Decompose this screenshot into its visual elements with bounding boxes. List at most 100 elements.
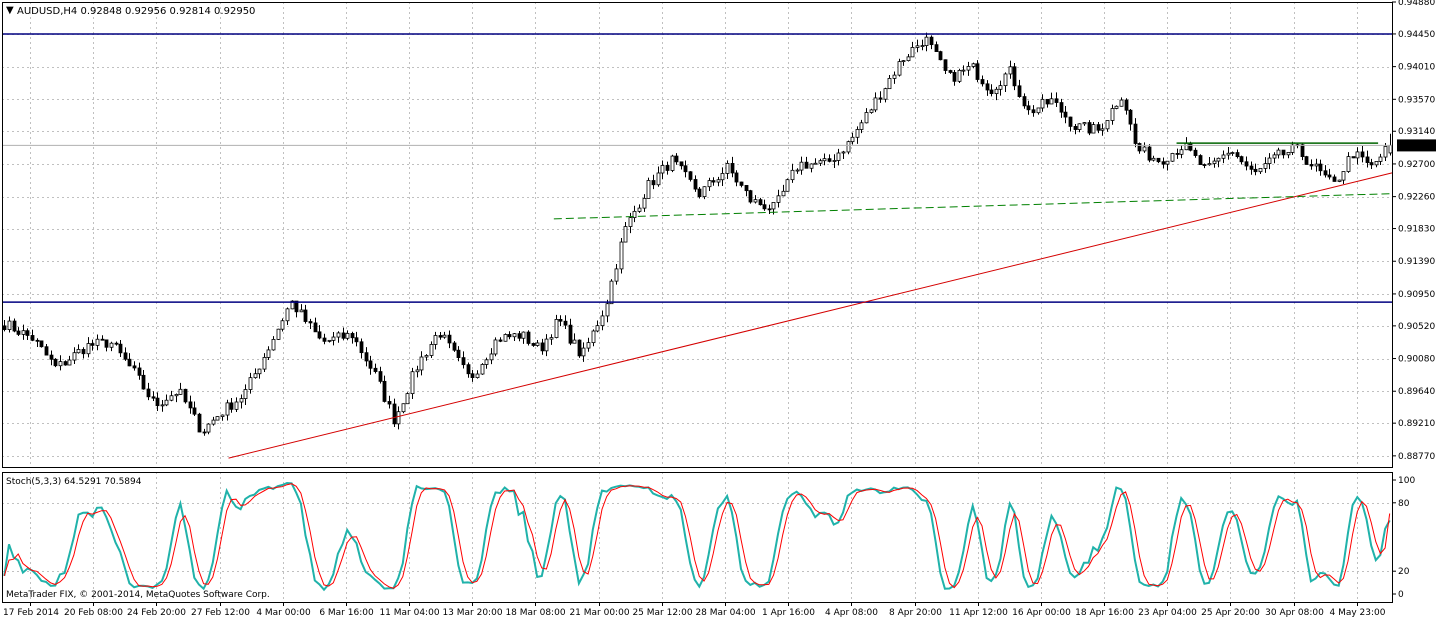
candle-body-up	[859, 122, 864, 130]
candle-body-up	[331, 336, 336, 341]
chart-menu-icon[interactable]: ▼	[6, 5, 14, 16]
candle-body-down	[114, 342, 119, 345]
candle-body-down	[1309, 164, 1314, 167]
price-tick-label: 0.89210	[1398, 419, 1435, 429]
price-tick-label: 0.94010	[1398, 63, 1435, 73]
candle-body-up	[521, 331, 526, 339]
candle-body-down	[447, 334, 452, 344]
candle-body-up	[1077, 123, 1082, 130]
candle-body-down	[1161, 161, 1166, 165]
candle-body-up	[67, 359, 72, 366]
candle-body-up	[910, 47, 915, 58]
candle-body-up	[544, 338, 549, 352]
candle-body-up	[572, 339, 577, 344]
time-tick-label: 16 Apr 00:00	[1012, 608, 1071, 618]
candle-body-up	[897, 61, 902, 76]
candle-body-down	[183, 388, 188, 403]
candle-body-down	[1124, 99, 1129, 111]
candle-body-up	[396, 411, 401, 425]
candle-body-down	[948, 70, 953, 73]
candle-body-up	[160, 404, 165, 407]
price-tick-label: 0.93140	[1398, 127, 1435, 137]
candle-body-down	[531, 343, 536, 346]
candle-body-down	[387, 401, 392, 405]
candle-body-up	[266, 349, 271, 358]
candle-body-up	[475, 373, 480, 378]
candle-body-up	[419, 356, 424, 371]
candle-body-down	[1244, 161, 1249, 167]
candle-body-down	[155, 397, 160, 407]
candle-body-down	[1318, 163, 1323, 172]
stoch-signal-line	[3, 483, 1391, 589]
candle-body-down	[1327, 174, 1332, 178]
candle-body-up	[660, 165, 665, 174]
candle-body-up	[906, 56, 911, 62]
price-tick-label: 0.90520	[1398, 322, 1435, 332]
candle-body-up	[109, 342, 114, 348]
candle-body-up	[642, 197, 647, 209]
candle-body-up	[424, 355, 429, 358]
candle-body-up	[169, 395, 174, 401]
candle-body-up	[790, 169, 795, 181]
candle-body-down	[989, 89, 994, 95]
candle-body-up	[614, 268, 619, 282]
candle-body-up	[1272, 154, 1277, 159]
candle-body-up	[211, 419, 216, 425]
symbol-info: AUDUSD,H4 0.92848 0.92956 0.92814 0.9295…	[17, 6, 255, 17]
candle-body-down	[1304, 156, 1309, 165]
candle-body-up	[586, 342, 591, 349]
candle-body-down	[25, 330, 30, 336]
candle-body-down	[929, 36, 934, 46]
candle-body-down	[744, 185, 749, 192]
price-tick-label: 0.91830	[1398, 225, 1435, 235]
candle-body-up	[72, 352, 77, 361]
candle-body-up	[961, 69, 966, 72]
candle-body-down	[934, 44, 939, 53]
candle-body-down	[568, 324, 573, 344]
candle-body-up	[1184, 142, 1189, 151]
time-tick-label: 4 Mar 00:00	[256, 608, 311, 618]
current-price-label: 0.92950	[1400, 141, 1436, 151]
price-tick-label: 0.90950	[1398, 290, 1435, 300]
candle-body-down	[308, 321, 313, 324]
time-axis: 17 Feb 2014 20 Feb 08:00 24 Feb 20:00 27 Fe…	[3, 602, 1386, 618]
candle-body-down	[1087, 122, 1092, 134]
pane-frames	[2, 2, 1393, 603]
candle-body-down	[1300, 144, 1305, 157]
candle-body-down	[1073, 126, 1078, 130]
time-tick-label: 24 Feb 20:00	[127, 608, 186, 618]
candle-body-down	[1022, 96, 1027, 107]
candle-body-up	[489, 353, 494, 361]
candle-body-up	[554, 319, 559, 338]
candle-body-down	[104, 339, 109, 348]
candle-body-down	[688, 171, 693, 180]
candle-body-down	[1012, 66, 1017, 87]
candle-body-down	[438, 335, 443, 338]
candle-body-up	[1263, 163, 1268, 169]
candle-body-up	[1151, 157, 1156, 161]
candle-body-up	[600, 315, 605, 327]
candle-body-down	[1068, 116, 1073, 127]
candle-body-down	[382, 380, 387, 402]
candle-body-down	[577, 339, 582, 357]
candle-body-up	[785, 179, 790, 192]
candle-body-down	[1063, 111, 1068, 118]
candle-body-up	[1091, 124, 1096, 134]
candle-body-up	[345, 333, 350, 339]
time-tick-label: 25 Apr 20:00	[1201, 608, 1260, 618]
candle-body-down	[303, 309, 308, 322]
candle-body-down	[1360, 151, 1365, 158]
candle-body-up	[873, 97, 878, 111]
candle-body-up	[670, 155, 675, 171]
stoch-tick-label: 100	[1398, 476, 1415, 486]
candle-body-up	[239, 398, 244, 403]
time-tick-label: 27 Feb 12:00	[191, 608, 250, 618]
candle-body-up	[225, 402, 230, 416]
candle-body-down	[980, 79, 985, 85]
candle-body-down	[1017, 85, 1022, 97]
candle-body-up	[818, 160, 823, 164]
time-tick-label: 4 Apr 08:00	[825, 608, 878, 618]
time-tick-label: 28 Mar 04:00	[695, 608, 755, 618]
